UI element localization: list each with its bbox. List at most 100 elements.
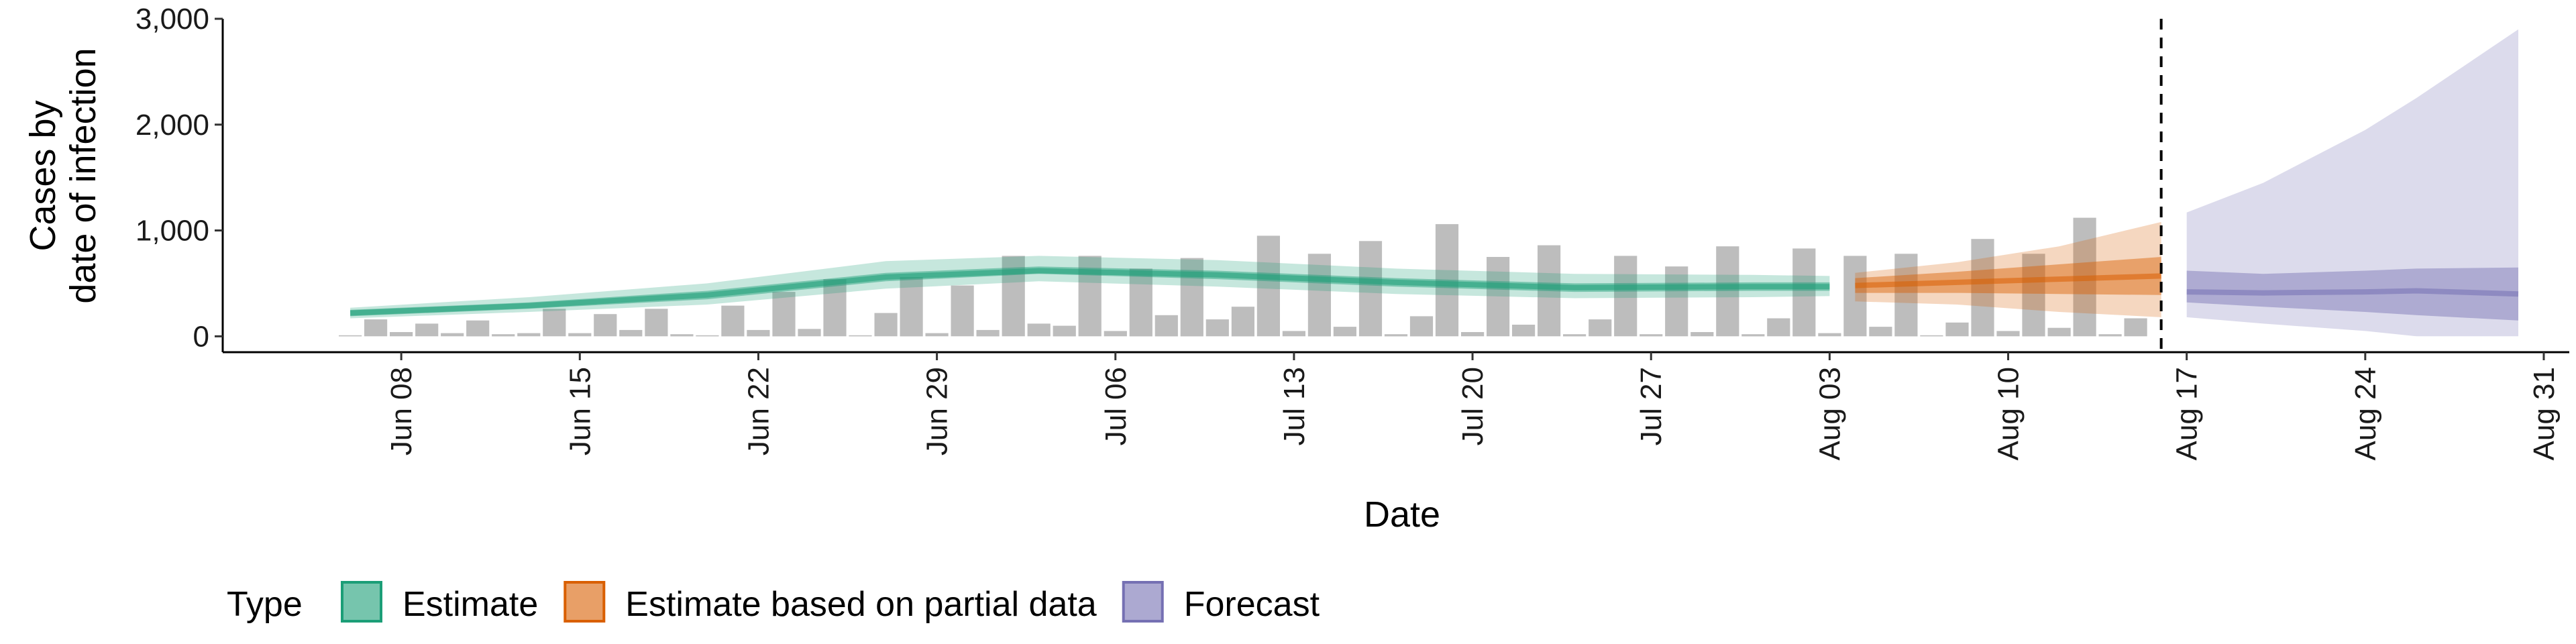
legend-label: Forecast <box>1184 585 1320 624</box>
case-bar <box>1589 319 1612 337</box>
case-bar <box>1971 239 1994 337</box>
case-bar <box>619 329 643 337</box>
case-bar <box>1716 246 1739 337</box>
case-bar <box>1690 332 1714 337</box>
case-bar <box>466 320 490 337</box>
y-axis-title-line-1: Cases by <box>23 100 63 251</box>
legend-title: Type <box>227 585 303 624</box>
case-bar <box>1487 257 1510 337</box>
case-bar <box>543 309 566 337</box>
x-axis: Jun 08 Jun 15 Jun 22 Jun 29 Jul 06 Jul 13 Jul … <box>223 351 2569 460</box>
x-tick-label: Aug 31 <box>2528 367 2561 460</box>
case-bar <box>1256 235 1280 337</box>
x-tick-label: Aug 10 <box>1992 367 2025 460</box>
plot-area <box>339 19 2519 352</box>
legend-key <box>341 581 382 623</box>
band-90 <box>1855 221 2161 317</box>
case-bar <box>517 333 541 337</box>
case-bar <box>415 323 439 337</box>
case-bar <box>1665 266 1688 337</box>
case-bar <box>1767 318 1790 337</box>
case-bar <box>1996 331 2020 337</box>
case-bar <box>1180 258 1203 337</box>
case-bar <box>1053 325 1076 337</box>
case-bar <box>645 309 668 337</box>
case-bar <box>1155 315 1178 337</box>
case-bar <box>2098 334 2122 337</box>
legend-label: Estimate <box>402 585 538 624</box>
case-bar <box>1409 316 1434 337</box>
case-bar <box>2022 254 2045 337</box>
case-bar <box>772 292 796 337</box>
case-bar <box>951 285 974 337</box>
x-tick-label: Jun 08 <box>385 367 418 455</box>
case-bar <box>1843 256 1867 337</box>
x-tick-label: Jul 20 <box>1456 367 1489 445</box>
median-line <box>1855 273 2161 288</box>
case-bar <box>492 334 515 337</box>
y-axis-title-line-2: date of infection <box>63 48 103 303</box>
case-bar <box>1640 334 1663 337</box>
case-bar <box>1563 334 1587 337</box>
legend: Type Estimate Estimate based on partial d… <box>227 581 1320 624</box>
case-bar <box>1104 331 1127 337</box>
y-tick-label: 2,000 <box>136 109 209 142</box>
case-bar <box>1307 254 1331 337</box>
legend-key <box>564 581 606 623</box>
y-tick-label: 1,000 <box>136 215 209 248</box>
case-bar <box>1869 327 1892 337</box>
legend-item: Estimate <box>341 581 538 624</box>
case-bar <box>798 329 821 337</box>
case-bar <box>2124 318 2147 337</box>
case-bar <box>339 335 362 337</box>
case-bar <box>2047 327 2071 337</box>
x-tick-label: Aug 03 <box>1813 367 1846 460</box>
case-bar <box>1282 331 1305 337</box>
case-bar <box>1205 319 1229 337</box>
case-bar <box>1461 332 1485 337</box>
case-bar <box>441 333 464 337</box>
case-bar <box>925 333 949 337</box>
case-bar <box>721 305 745 337</box>
band-90 <box>350 256 1830 319</box>
x-tick-label: Jul 06 <box>1099 367 1132 445</box>
case-bar <box>874 313 898 337</box>
x-tick-label: Jul 27 <box>1635 367 1668 445</box>
series-1 <box>1855 221 2161 317</box>
case-bar <box>823 279 847 337</box>
x-tick-label: Jun 22 <box>743 367 775 455</box>
median-line <box>2186 288 2519 297</box>
legend-item: Estimate based on partial data <box>564 581 1097 624</box>
x-tick-label: Jun 15 <box>564 367 596 455</box>
case-bar <box>1333 327 1356 337</box>
y-axis-title: Cases by date of infection <box>23 48 103 303</box>
case-bar <box>1512 325 1536 337</box>
case-bar <box>976 329 1000 337</box>
x-tick-label: Aug 17 <box>2171 367 2204 460</box>
case-bar <box>1384 334 1408 337</box>
case-bar <box>1614 256 1638 337</box>
x-tick-label: Jun 29 <box>921 367 954 455</box>
y-tick-label: 3,000 <box>136 3 209 36</box>
case-bar <box>1129 268 1152 337</box>
case-bar <box>568 333 592 337</box>
legend-label: Estimate based on partial data <box>625 585 1097 624</box>
case-bar <box>1538 245 1561 337</box>
legend-item: Forecast <box>1122 581 1320 624</box>
x-tick-label: Aug 24 <box>2349 367 2382 460</box>
median-line <box>350 268 1830 316</box>
case-bar <box>1435 224 1459 337</box>
case-bar <box>696 335 719 337</box>
case-bar <box>1358 241 1383 337</box>
case-bar <box>1920 335 1943 337</box>
case-bar <box>1818 333 1841 337</box>
case-bar <box>1894 254 1918 337</box>
case-bar <box>670 334 694 337</box>
case-bar <box>594 314 617 337</box>
series-2 <box>2186 29 2519 337</box>
y-axis: 0 1,000 2,000 3,000 <box>136 3 224 353</box>
legend-key <box>1122 581 1164 623</box>
case-bar <box>1792 248 1816 337</box>
y-tick-label: 0 <box>193 320 209 353</box>
